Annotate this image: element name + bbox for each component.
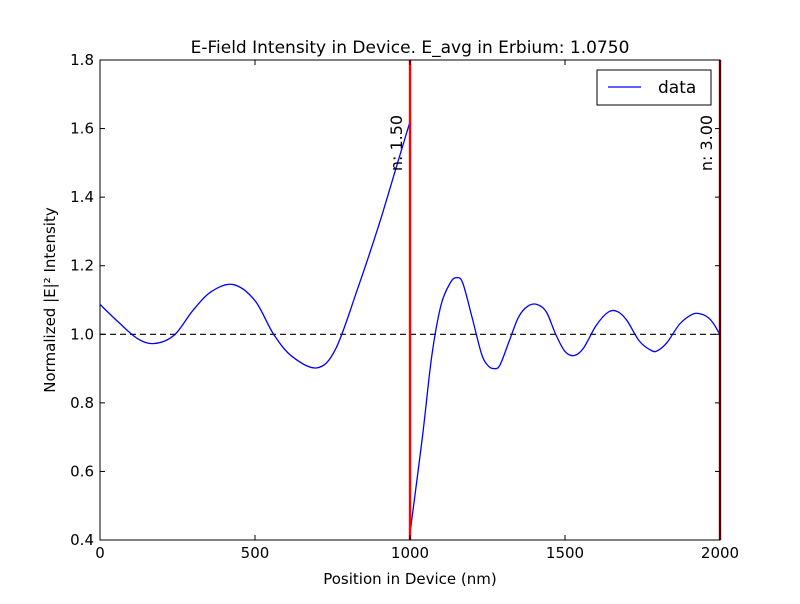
x-tick-label: 0 bbox=[95, 544, 105, 562]
y-tick-label: 1.2 bbox=[70, 257, 94, 275]
chart-title: E-Field Intensity in Device. E_avg in Er… bbox=[191, 38, 630, 58]
legend-label: data bbox=[658, 78, 696, 98]
boundary-layer bbox=[408, 60, 722, 540]
x-tick-label: 1000 bbox=[391, 544, 429, 562]
series-layer bbox=[99, 121, 721, 534]
boundary-label-1: n: 3.00 bbox=[697, 115, 716, 171]
y-tick-label: 1.6 bbox=[70, 120, 94, 138]
y-tick-label: 1.4 bbox=[70, 188, 94, 206]
boundary-labels-layer: n: 1.50 n: 3.00 bbox=[387, 115, 716, 171]
y-tick-label: 1.8 bbox=[70, 51, 94, 69]
series-line-segment-0 bbox=[99, 121, 411, 369]
x-tick-label: 500 bbox=[241, 544, 270, 562]
y-tick-label: 1.0 bbox=[70, 325, 94, 343]
legend: data bbox=[596, 69, 712, 106]
ticks-layer: 0 500 1000 1500 2000 0.4 0.6 0.8 1.0 1.2 1.4 1.6 1.8 bbox=[70, 51, 739, 562]
boundary-label-0: n: 1.50 bbox=[387, 115, 406, 171]
series-line-segment-1 bbox=[409, 276, 721, 534]
y-axis-label: Normalized |E|² Intensity bbox=[41, 207, 59, 393]
x-tick-label: 2000 bbox=[701, 544, 739, 562]
y-tick-label: 0.8 bbox=[70, 394, 94, 412]
y-tick-label: 0.4 bbox=[70, 531, 94, 549]
y-tick-label: 0.6 bbox=[70, 462, 94, 480]
x-tick-label: 1500 bbox=[546, 544, 584, 562]
x-axis-label: Position in Device (nm) bbox=[323, 570, 497, 588]
